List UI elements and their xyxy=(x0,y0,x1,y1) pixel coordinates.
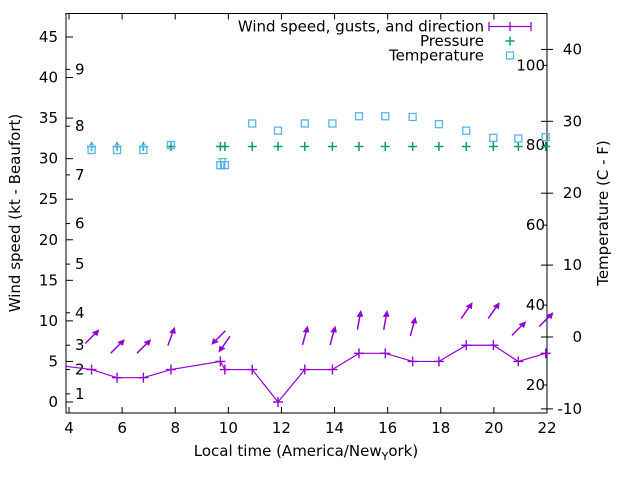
wind-direction-arrow xyxy=(136,339,152,354)
series-wind xyxy=(66,340,551,407)
wind-direction-arrow xyxy=(84,329,100,345)
legend-label-pressure: Pressure xyxy=(420,32,484,50)
wind-direction-arrow xyxy=(329,325,337,346)
svg-text:10: 10 xyxy=(39,312,58,330)
wind-direction-arrow xyxy=(110,339,125,354)
legend-label-temperature: Temperature xyxy=(388,47,484,65)
svg-text:0: 0 xyxy=(572,328,582,346)
y-axis-right: -10 0 10 20 30 40 20 40 60 80 100 Temperature (C - … xyxy=(516,40,612,418)
fahrenheit-label: 60 xyxy=(526,216,545,234)
fahrenheit-label: 20 xyxy=(526,376,545,394)
svg-text:5: 5 xyxy=(48,352,58,370)
svg-text:14: 14 xyxy=(325,419,344,437)
svg-text:35: 35 xyxy=(39,109,58,127)
wind-direction-arrow xyxy=(167,326,176,346)
svg-text:15: 15 xyxy=(39,271,58,289)
svg-text:8: 8 xyxy=(170,419,180,437)
beaufort-label: 4 xyxy=(75,304,85,322)
svg-text:6: 6 xyxy=(117,419,127,437)
wind-direction-arrow xyxy=(382,310,390,330)
wind-direction-arrow xyxy=(301,325,310,346)
svg-text:40: 40 xyxy=(39,69,58,87)
y-axis-right-label: Temperature (C - F) xyxy=(594,140,612,287)
beaufort-label: 7 xyxy=(75,166,85,184)
beaufort-label: 5 xyxy=(75,255,85,273)
series-temperature xyxy=(87,112,550,170)
svg-text:-10: -10 xyxy=(558,400,583,418)
wind-direction-arrow xyxy=(356,310,364,330)
legend-label-wind: Wind speed, gusts, and direction xyxy=(238,18,484,36)
wind-arrows xyxy=(84,302,554,354)
wind-direction-arrow xyxy=(409,316,418,337)
beaufort-label: 8 xyxy=(75,117,85,135)
fahrenheit-label: 40 xyxy=(526,296,545,314)
beaufort-label: 2 xyxy=(75,361,85,379)
svg-text:10: 10 xyxy=(219,419,238,437)
svg-text:12: 12 xyxy=(272,419,291,437)
legend: Wind speed, gusts, and directionPressure… xyxy=(238,18,532,65)
svg-text:20: 20 xyxy=(39,231,58,249)
svg-text:22: 22 xyxy=(537,419,556,437)
svg-text:25: 25 xyxy=(39,190,58,208)
svg-text:30: 30 xyxy=(563,112,582,130)
svg-text:16: 16 xyxy=(378,419,397,437)
svg-text:4: 4 xyxy=(64,419,74,437)
svg-text:0: 0 xyxy=(48,393,58,411)
wind-direction-arrow xyxy=(460,302,473,319)
beaufort-label: 1 xyxy=(75,385,85,403)
svg-text:30: 30 xyxy=(39,150,58,168)
svg-text:20: 20 xyxy=(563,184,582,202)
svg-text:20: 20 xyxy=(484,419,503,437)
fahrenheit-label: 80 xyxy=(526,136,545,154)
beaufort-label: 3 xyxy=(75,336,85,354)
svg-text:40: 40 xyxy=(563,40,582,58)
wind-direction-arrow xyxy=(511,321,527,336)
beaufort-label: 9 xyxy=(75,60,85,78)
y-axis-left-label: Wind speed (kt - Beaufort) xyxy=(6,114,24,313)
wind-direction-arrow xyxy=(538,312,554,327)
plot-border xyxy=(65,13,548,414)
x-axis-label: Local time (America/NewYork) xyxy=(194,442,418,463)
svg-text:10: 10 xyxy=(563,256,582,274)
fahrenheit-label: 100 xyxy=(516,56,545,74)
series-pressure xyxy=(87,142,551,152)
svg-text:18: 18 xyxy=(431,419,450,437)
wind-direction-arrow xyxy=(487,302,500,319)
svg-text:45: 45 xyxy=(39,28,58,46)
wind-direction-arrow xyxy=(211,330,226,345)
wind-direction-arrow xyxy=(218,335,231,353)
beaufort-label: 6 xyxy=(75,215,85,233)
